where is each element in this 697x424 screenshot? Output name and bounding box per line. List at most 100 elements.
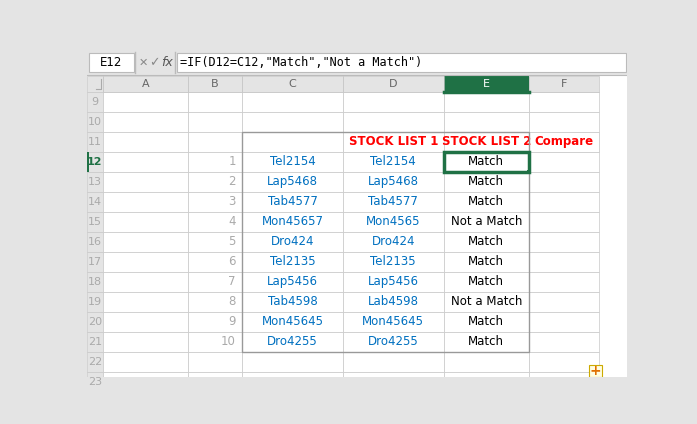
Bar [102,92,188,112]
Bar [343,372,443,392]
Bar [87,152,89,172]
Text: Tel2135: Tel2135 [270,255,315,268]
Bar [443,192,529,212]
Bar [87,252,102,272]
Bar [343,76,443,92]
Bar [242,352,343,372]
Text: STOCK LIST 2: STOCK LIST 2 [442,135,531,148]
Text: Lab4598: Lab4598 [368,296,419,308]
Bar [529,112,599,132]
Bar [188,372,242,392]
Bar [188,312,242,332]
Bar [188,332,242,352]
Text: 6: 6 [229,255,236,268]
Text: 5: 5 [229,235,236,248]
Bar [443,132,529,152]
Bar [529,192,599,212]
Bar [590,365,602,377]
Bar [443,232,529,252]
Text: 21: 21 [88,337,102,347]
Bar [242,192,343,212]
Bar [102,212,188,232]
Bar [242,76,343,92]
Text: Compare: Compare [534,135,593,148]
Text: 11: 11 [88,137,102,147]
Bar [343,152,443,172]
Bar [343,132,443,152]
Bar [102,352,188,372]
Bar [529,132,599,152]
Bar [188,132,242,152]
Bar [87,332,102,352]
Bar [529,352,599,372]
Bar [343,212,443,232]
Text: Dro424: Dro424 [372,235,415,248]
Bar [188,212,242,232]
Bar [87,372,102,392]
Text: 23: 23 [88,377,102,387]
Bar [529,212,599,232]
Bar [242,232,343,252]
Text: Lap5456: Lap5456 [368,275,419,288]
Text: B: B [211,79,219,89]
Bar [343,92,443,112]
Bar [529,292,599,312]
Bar [102,292,188,312]
Text: Match: Match [468,275,504,288]
Bar [443,372,529,392]
Bar [188,352,242,372]
Bar [343,232,443,252]
Text: C: C [289,79,296,89]
Text: STOCK LIST 1: STOCK LIST 1 [348,135,438,148]
Bar [529,92,599,112]
Bar [529,372,599,392]
Text: 9: 9 [229,315,236,329]
Bar [102,152,188,172]
Bar [343,332,443,352]
Bar [242,272,343,292]
Text: Match: Match [468,315,504,329]
Text: Match: Match [468,235,504,248]
Bar [242,172,343,192]
Text: E: E [483,79,490,89]
Text: 7: 7 [229,275,236,288]
Bar [242,372,343,392]
Text: 8: 8 [229,296,236,308]
Bar [242,132,529,352]
Bar [102,272,188,292]
Bar [87,152,102,172]
Bar [87,272,102,292]
Text: ✕: ✕ [139,58,148,68]
Bar [87,352,102,372]
Text: Dro4255: Dro4255 [267,335,318,349]
Text: 10: 10 [88,117,102,127]
Bar [443,152,529,172]
Text: Tel2135: Tel2135 [370,255,416,268]
Bar [443,312,529,332]
Bar [443,132,529,152]
Bar [529,172,599,192]
Bar [529,132,599,152]
Bar [102,112,188,132]
Text: A: A [141,79,149,89]
Bar [87,192,102,212]
Bar [343,132,443,152]
Bar [529,76,599,92]
Bar [87,172,102,192]
Text: Mon45645: Mon45645 [261,315,323,329]
Bar [188,152,242,172]
Bar [242,152,343,172]
Bar [242,332,343,352]
Text: 3: 3 [229,195,236,208]
Text: =IF(D12=C12,"Match","Not a Match"): =IF(D12=C12,"Match","Not a Match") [180,56,422,69]
Text: Match: Match [468,155,504,168]
Bar [443,112,529,132]
Bar [102,372,188,392]
Text: 14: 14 [88,197,102,207]
Bar [87,232,102,252]
Bar [102,132,188,152]
Bar [87,312,102,332]
Text: Match: Match [468,195,504,208]
Text: Match: Match [468,175,504,188]
Bar [188,76,242,92]
